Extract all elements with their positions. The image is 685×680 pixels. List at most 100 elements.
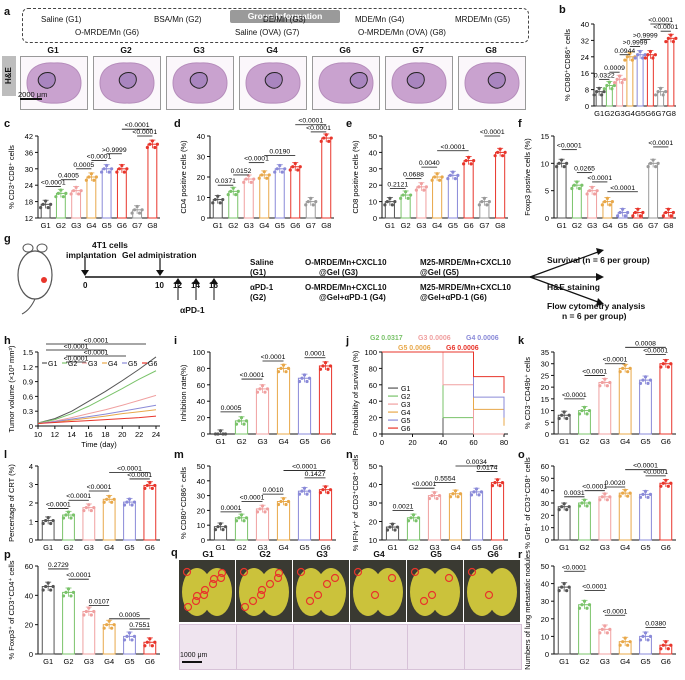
data-point [255, 510, 260, 514]
data-point [416, 516, 421, 520]
x-axis-label: Time (day) [81, 440, 117, 449]
y-tick-label: 8 [585, 86, 589, 95]
data-point [605, 83, 609, 88]
chart-m: 0 10 20 30 40 50 % CD80⁺CD86⁺ cells G1 G2 G3 G4 G5 G… [179, 462, 336, 552]
x-tick-label: G5 [275, 221, 285, 230]
data-point [448, 495, 453, 499]
data-point [92, 506, 96, 510]
p-value: <0.0001 [125, 122, 150, 129]
y-tick-label: 20 [369, 181, 377, 190]
y-tick-label: 10 [541, 524, 549, 533]
data-point [297, 379, 302, 384]
data-point [288, 168, 292, 172]
y-tick-label: 30 [369, 499, 377, 508]
data-point [307, 489, 312, 493]
data-point [453, 489, 458, 493]
x-tick-label: G5 [124, 543, 134, 552]
bar-G3 [598, 381, 612, 435]
y-tick-label: 32 [581, 36, 589, 45]
y-tick-label: 3 [29, 481, 33, 490]
data-point [577, 504, 582, 508]
p-value: <0.0001 [127, 472, 152, 479]
data-point [612, 83, 616, 88]
data-point [615, 77, 619, 81]
bar-G6 [290, 166, 301, 219]
bar-G6 [116, 168, 127, 219]
data-point [66, 587, 71, 591]
data-point [92, 609, 96, 614]
group-item-g5: MRDE/Mn (G5) [455, 15, 511, 24]
data-point [51, 518, 55, 523]
y-tick-label: 80 [197, 364, 205, 373]
x-tick-label: G5 [299, 543, 309, 552]
data-point [318, 491, 323, 495]
x-tick-label: G7 [479, 221, 489, 230]
x-tick-label: G6 [464, 221, 474, 230]
x-tick-label: 12 [51, 430, 59, 439]
lung-group-label: G1 [202, 549, 214, 559]
y-tick-label: 50 [541, 562, 549, 571]
data-point [572, 183, 576, 187]
data-point [621, 491, 625, 495]
outcome-flow-n: n = 6 per group) [562, 311, 627, 321]
data-point [213, 528, 218, 532]
data-point [244, 177, 248, 181]
timeline-cells-label-2: implantation [66, 250, 117, 260]
data-point [598, 631, 602, 635]
data-point [623, 363, 627, 367]
data-point [125, 634, 129, 638]
data-point [671, 210, 675, 215]
survival-p-value: G6 0.0006 [446, 345, 479, 352]
data-point [427, 496, 432, 501]
data-point [602, 90, 606, 94]
y-tick-label: 20 [197, 173, 205, 182]
chart-h: 0 0.3 0.6 0.9 1.2 1.5 Tumor volume (×10³ mm³) 1… [7, 338, 160, 450]
lung-scale-bar [182, 661, 202, 663]
data-point [236, 189, 240, 193]
data-point [267, 173, 271, 177]
legend-label: G5 [401, 418, 410, 425]
data-point [435, 172, 439, 176]
data-point [451, 492, 455, 496]
survival-p-value: G4 0.0006 [466, 335, 499, 342]
x-tick-label: G7 [132, 221, 142, 230]
bar-G4 [276, 501, 291, 541]
y-tick-label: 10 [369, 536, 377, 545]
bar-G1 [41, 586, 55, 655]
p-value: 0.0010 [263, 487, 284, 494]
data-point [276, 502, 281, 507]
x-tick-label: G1 [41, 221, 51, 230]
bar-G4 [448, 493, 463, 541]
bar-G8 [495, 151, 506, 219]
y-tick-label: 4 [29, 462, 33, 471]
y-tick-label: 0 [545, 650, 549, 659]
data-point [150, 644, 154, 648]
y-axis-label: % GrB⁺ of CD3⁺CD8⁺ cells [523, 457, 532, 549]
data-point [46, 581, 50, 585]
y-tick-label: 10 [541, 407, 549, 416]
treatment-g1-l2: (G1) [250, 268, 266, 277]
data-point [107, 170, 111, 174]
bar-G4 [618, 492, 632, 541]
x-tick-label: G6 [661, 657, 671, 666]
data-point [79, 189, 83, 193]
chart-p: 0 20 40 60 % Foxp3⁺ of CD3⁺CD4⁺ cells G1 G2 G3 G… [7, 560, 160, 666]
x-tick-label: G5 [640, 437, 650, 446]
data-point [638, 381, 643, 385]
data-point [669, 481, 673, 485]
data-point [150, 139, 154, 143]
data-point [242, 422, 246, 426]
data-point [71, 513, 76, 517]
y-axis-label: Tumor volume (×10³ mm³) [7, 345, 16, 433]
data-point [661, 214, 665, 218]
data-point [234, 193, 238, 197]
data-point [125, 500, 129, 504]
panel-label-n: n [346, 449, 353, 461]
data-point [659, 484, 663, 488]
p-value: 0.0001 [221, 505, 242, 512]
data-point [628, 51, 632, 56]
y-tick-label: 5 [545, 418, 549, 427]
y-tick-label: 0 [29, 650, 33, 659]
chart-d: 0 10 20 30 40 CD4 positive cells (%) G1 G2 G3 G4 G… [179, 118, 334, 230]
p-value: 0.0005 [119, 612, 140, 619]
